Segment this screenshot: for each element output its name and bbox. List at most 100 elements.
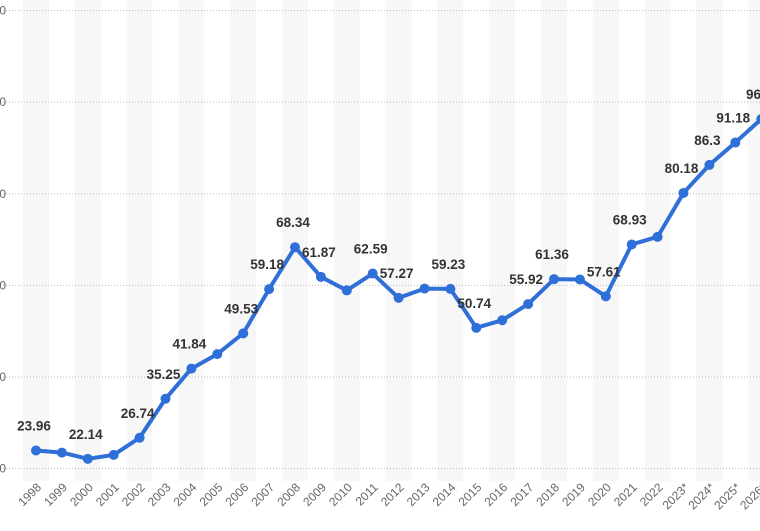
band: [696, 0, 723, 481]
x-tick-label: 2005: [197, 480, 226, 509]
band: [748, 0, 760, 481]
y-tick-label: 40: [0, 370, 6, 384]
band: [333, 0, 360, 481]
band: [230, 0, 257, 481]
point: [652, 231, 663, 242]
value-label: 35.25: [147, 367, 181, 382]
value-label: 23.96: [17, 418, 51, 433]
point: [471, 322, 482, 333]
point: [264, 284, 275, 295]
point: [549, 274, 559, 285]
x-tick-label: 2021: [611, 480, 640, 509]
x-tick-label: 1999: [41, 480, 70, 509]
band: [437, 0, 464, 481]
band: [592, 0, 619, 481]
value-label: 22.14: [69, 427, 103, 442]
band: [178, 0, 205, 481]
value-label: 61.36: [535, 247, 569, 262]
band: [541, 0, 567, 481]
x-tick-label: 2009: [300, 480, 329, 509]
value-label: 80.18: [665, 161, 699, 176]
x-tick-label: 2010: [326, 480, 355, 509]
value-label: 59.18: [250, 257, 284, 272]
value-label: 26.74: [121, 406, 155, 421]
band: [282, 0, 308, 481]
x-tick-label: 1998: [15, 480, 44, 509]
x-tick-label: 2020: [585, 480, 614, 509]
value-label: 68.93: [613, 212, 647, 227]
point: [626, 239, 637, 250]
x-tick-label: 2019: [559, 480, 588, 509]
x-tick-label: 2004: [171, 480, 200, 509]
point: [160, 393, 171, 404]
point: [315, 271, 326, 282]
value-label: 91.18: [716, 111, 750, 126]
x-tick-label: 2008: [274, 480, 303, 509]
value-label: 68.34: [276, 215, 310, 230]
point: [678, 187, 689, 198]
x-tick-label: 2023*: [660, 480, 692, 512]
point: [31, 445, 41, 456]
point: [82, 453, 93, 464]
band: [489, 0, 516, 481]
x-tick-label: 2006: [223, 480, 252, 509]
x-tick-label: 2016: [482, 480, 511, 509]
x-tick-label: 2012: [378, 480, 407, 509]
point: [523, 299, 534, 310]
band: [126, 0, 153, 481]
x-tick-label: 2015: [456, 480, 485, 509]
point: [212, 349, 223, 360]
point: [419, 283, 430, 294]
x-tick-label: 2024*: [685, 480, 717, 512]
point: [238, 328, 249, 339]
value-label: 57.61: [587, 264, 621, 279]
x-tick-label: 2026*: [737, 480, 760, 512]
point: [574, 274, 585, 285]
y-tick-label: 60: [0, 278, 6, 292]
x-tick-label: 2018: [533, 480, 562, 509]
x-tick-label: 2013: [404, 480, 433, 509]
value-label: 62.59: [354, 242, 388, 257]
value-label: 41.84: [173, 337, 207, 352]
value-label: 59.23: [432, 257, 466, 272]
point: [56, 447, 67, 458]
x-tick-label: 2000: [67, 480, 96, 509]
point: [290, 242, 300, 253]
point: [367, 268, 378, 279]
point: [756, 114, 760, 124]
band: [74, 0, 101, 481]
value-label: 50.74: [457, 296, 491, 311]
point: [393, 292, 404, 303]
point: [108, 449, 119, 460]
y-tick-label: 80: [0, 187, 6, 201]
point: [134, 432, 145, 443]
y-tick-label: 100: [0, 95, 6, 109]
band: [385, 0, 412, 481]
point: [497, 315, 508, 326]
y-tick-label: 120: [0, 4, 6, 18]
value-label: 49.53: [224, 301, 258, 316]
value-label: 96.3: [746, 87, 760, 102]
point: [186, 363, 197, 374]
x-tick-label: 2001: [93, 480, 122, 509]
line: [35, 117, 760, 461]
x-tick-label: 2014: [430, 480, 459, 509]
x-tick-label: 2017: [507, 480, 536, 509]
point: [704, 159, 715, 170]
x-tick-label: 2007: [248, 480, 277, 509]
value-label: 55.92: [509, 272, 543, 287]
band: [23, 0, 49, 481]
point: [341, 285, 352, 296]
point: [730, 137, 741, 148]
value-label: 57.27: [380, 266, 414, 281]
value-label: 61.87: [302, 245, 336, 260]
x-tick-label: 2002: [119, 480, 148, 509]
x-tick-label: 2025*: [711, 480, 743, 512]
point: [600, 291, 611, 302]
value-label: 86.3: [694, 133, 721, 148]
y-tick-label: 20: [0, 462, 6, 476]
x-tick-label: 2011: [353, 480, 381, 508]
point: [445, 283, 456, 294]
x-tick-label: 2003: [145, 480, 174, 509]
